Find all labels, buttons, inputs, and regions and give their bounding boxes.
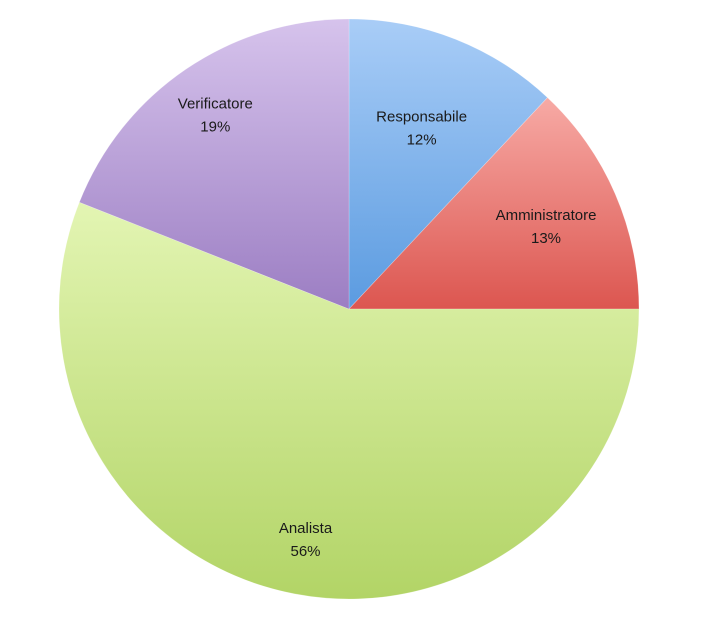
slice-value-responsabile: 12% (407, 132, 437, 149)
slice-label-analista: Analista (279, 520, 333, 537)
pie-slice-analista (58, 201, 640, 600)
pie-labels: Responsabile 12% Amministratore 13% Analista… (178, 95, 597, 560)
slice-value-verificatore: 19% (200, 118, 230, 135)
slice-label-amministratore: Amministratore (496, 207, 597, 224)
pie-slice-responsabile (348, 18, 548, 310)
slice-label-responsabile: Responsabile (376, 109, 467, 126)
slice-label-verificatore: Verificatore (178, 95, 253, 112)
pie-slice-amministratore (348, 97, 640, 310)
pie-slices (58, 18, 640, 600)
slice-value-analista: 56% (290, 543, 320, 560)
slice-value-amministratore: 13% (531, 230, 561, 247)
pie-slice-verificatore (78, 18, 350, 310)
